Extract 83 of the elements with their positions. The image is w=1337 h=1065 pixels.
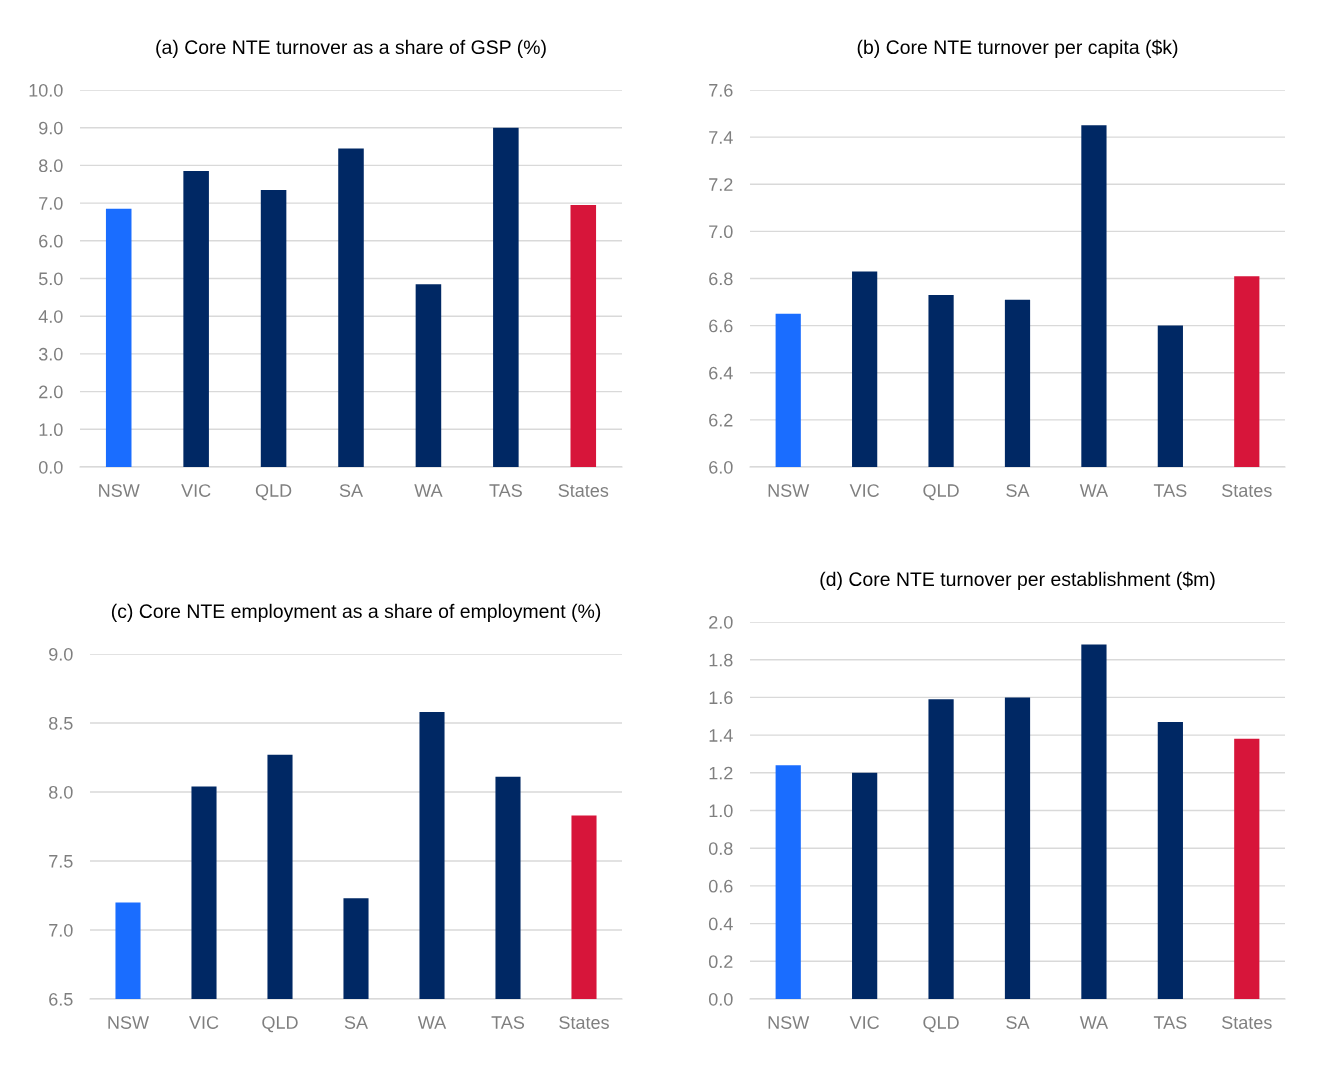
bar: [415, 284, 442, 467]
x-tick-label: SA: [344, 1016, 369, 1029]
bar: [260, 189, 287, 467]
y-tick-label: 8.5: [49, 716, 73, 730]
x-tick-label: States: [559, 1016, 609, 1029]
y-tick-label: 1.4: [709, 729, 733, 742]
x-tick-label: States: [1222, 1016, 1272, 1029]
x-tick-label: WA: [417, 1016, 447, 1029]
y-tick-label: 1.0: [39, 423, 63, 437]
bar: [105, 208, 132, 467]
bar: [570, 204, 597, 467]
y-tick-label: 6.0: [39, 234, 63, 248]
y-tick-label: 0.0: [708, 992, 733, 1006]
chart-title: (a) Core NTE turnover as a share of GSP (%): [156, 39, 546, 58]
y-tick-label: 7.0: [709, 225, 733, 239]
bar: [338, 148, 364, 467]
x-tick-label: WA: [1079, 484, 1109, 497]
x-tick-label: QLD: [255, 484, 292, 501]
x-tick-label: States: [558, 484, 609, 497]
bar: [1234, 738, 1260, 999]
y-tick-label: 1.8: [709, 653, 733, 667]
chart-title: (d) Core NTE turnover per establishment ($m): [820, 571, 1215, 590]
x-tick-label: SA: [1006, 484, 1030, 497]
y-tick-label: 0.2: [708, 955, 733, 969]
x-tick-label: TAS: [489, 484, 522, 497]
bar: [493, 127, 519, 467]
y-tick-label: 0.0: [38, 460, 63, 474]
chart-title: (c) Core NTE employment as a share of employment (%): [111, 603, 601, 622]
x-tick-label: VIC: [181, 484, 211, 497]
x-tick-label: WA: [1079, 1016, 1109, 1029]
y-tick-label: 6.6: [709, 319, 733, 333]
bar: [183, 171, 209, 467]
y-tick-label: 2.0: [39, 385, 63, 399]
bar: [775, 765, 801, 999]
x-tick-label: TAS: [1153, 484, 1187, 497]
y-tick-label: 0.6: [708, 879, 733, 893]
y-tick-label: 9.0: [49, 647, 73, 661]
bar: [1081, 644, 1107, 999]
x-tick-label: TAS: [491, 1016, 525, 1029]
chart-title: (b) Core NTE turnover per capita ($k): [857, 39, 1178, 58]
x-tick-label: SA: [1006, 1016, 1030, 1029]
y-tick-label: 7.6: [709, 83, 733, 97]
bar: [1157, 721, 1183, 999]
x-tick-label: WA: [414, 484, 443, 497]
y-tick-label: 4.0: [38, 310, 63, 323]
y-tick-label: 1.2: [709, 766, 733, 780]
x-tick-label: NSW: [768, 1016, 810, 1029]
y-tick-label: 5.0: [38, 272, 63, 286]
x-tick-label: QLD: [262, 1016, 298, 1033]
y-tick-label: 6.4: [709, 366, 733, 380]
y-tick-label: 7.0: [39, 197, 63, 210]
y-tick-label: 8.0: [49, 785, 73, 799]
y-tick-label: 1.6: [709, 691, 733, 705]
x-tick-label: TAS: [1153, 1016, 1187, 1029]
y-tick-label: 7.0: [49, 923, 73, 937]
y-tick-label: 7.5: [49, 855, 73, 868]
x-tick-label: QLD: [923, 484, 959, 501]
y-tick-label: 3.0: [38, 347, 63, 361]
y-tick-label: 10.0: [29, 83, 63, 97]
y-tick-label: 9.0: [39, 121, 63, 135]
y-tick-label: 0.8: [708, 842, 733, 855]
x-tick-label: States: [1222, 484, 1272, 497]
y-tick-label: 1.0: [709, 804, 733, 818]
bar: [1004, 697, 1031, 999]
x-tick-label: VIC: [189, 1016, 219, 1029]
y-tick-label: 7.2: [709, 178, 733, 191]
bar: [928, 699, 954, 999]
bar: [852, 772, 878, 999]
y-tick-label: 7.4: [709, 131, 733, 144]
x-tick-label: VIC: [849, 1016, 879, 1029]
x-tick-label: QLD: [923, 1016, 959, 1033]
y-tick-label: 2.0: [709, 615, 733, 629]
y-tick-label: 6.5: [49, 992, 73, 1006]
y-tick-label: 6.8: [709, 272, 733, 286]
x-tick-label: NSW: [768, 484, 810, 497]
x-tick-label: NSW: [99, 484, 140, 497]
x-tick-label: VIC: [849, 484, 879, 497]
y-tick-label: 6.2: [709, 413, 733, 427]
y-tick-label: 0.4: [708, 917, 733, 931]
y-tick-label: 8.0: [39, 159, 63, 173]
x-tick-label: NSW: [108, 1016, 149, 1029]
y-tick-label: 6.0: [709, 460, 733, 474]
x-tick-label: SA: [339, 484, 364, 497]
